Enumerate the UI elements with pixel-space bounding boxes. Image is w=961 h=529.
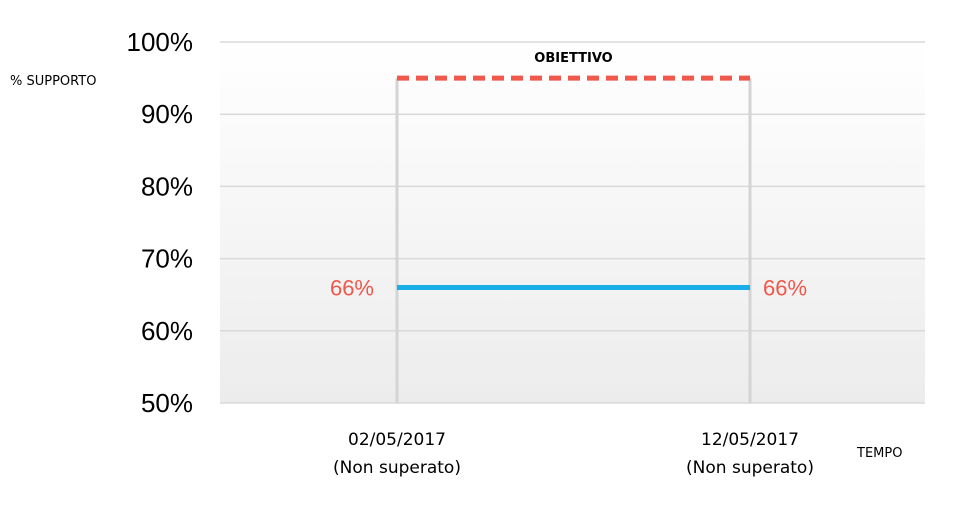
x-category-date: 12/05/2017 <box>701 430 799 450</box>
gridlines <box>220 41 925 404</box>
y-tick-label: 70% <box>141 244 193 274</box>
data-label: 66% <box>330 275 374 300</box>
x-category-status: (Non superato) <box>333 458 461 478</box>
plot-area-background <box>220 42 925 403</box>
data-label: 66% <box>763 275 807 300</box>
x-axis-title: TEMPO <box>856 446 902 461</box>
y-tick-label: 60% <box>141 316 193 346</box>
y-axis-ticks: 100% 90% 80% 70% 60% 50% <box>127 27 194 418</box>
x-category-date: 02/05/2017 <box>348 430 446 450</box>
y-axis-title: % SUPPORTO <box>10 74 96 89</box>
x-axis-categories: 02/05/2017 (Non superato) 12/05/2017 (Non s… <box>333 430 814 478</box>
x-category-status: (Non superato) <box>686 458 814 478</box>
y-tick-label: 100% <box>127 27 194 57</box>
y-tick-label: 90% <box>141 99 193 129</box>
y-tick-label: 50% <box>141 388 193 418</box>
target-line-group: OBIETTIVO <box>397 51 750 81</box>
target-label: OBIETTIVO <box>534 51 612 66</box>
y-tick-label: 80% <box>141 171 193 201</box>
series-group: 66% 66% <box>330 275 807 300</box>
category-drop-lines <box>395 78 752 403</box>
